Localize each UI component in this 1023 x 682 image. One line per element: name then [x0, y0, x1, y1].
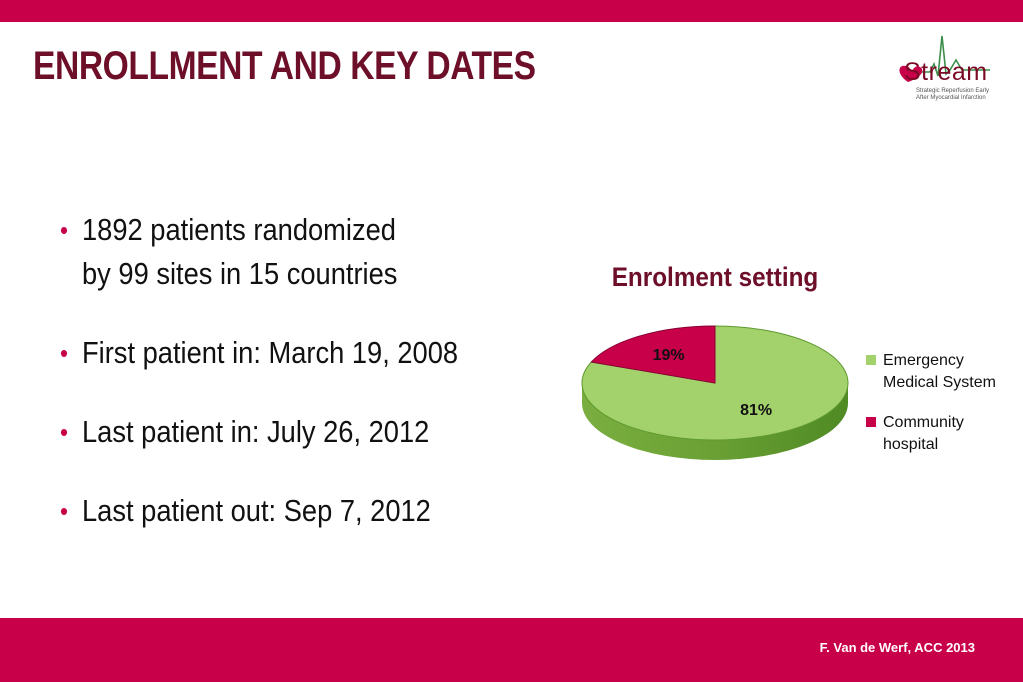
legend-item: Community hospital — [866, 412, 996, 456]
bullet-icon: • — [60, 215, 69, 245]
pie-data-label: 81% — [740, 402, 772, 419]
pie-chart: 81% 19% — [581, 325, 849, 460]
chart-legend: Emergency Medical System Community hospit… — [866, 350, 996, 474]
bullet-item: • 1892 patients randomized by 99 sites i… — [60, 208, 458, 296]
pie-data-label: 19% — [653, 347, 685, 364]
bullet-item: • First patient in: March 19, 2008 — [60, 331, 458, 375]
bullet-icon: • — [60, 496, 69, 526]
pie-side-wall — [582, 383, 848, 460]
bottom-accent-bar — [0, 618, 1023, 682]
bullet-text: First patient in: March 19, 2008 — [82, 335, 459, 370]
footer-credit: F. Van de Werf, ACC 2013 — [819, 640, 975, 655]
top-accent-bar — [0, 0, 1023, 22]
legend-item: Emergency Medical System — [866, 350, 996, 394]
chart-title: Enrolment setting — [611, 262, 819, 292]
legend-label: Community hospital — [883, 414, 964, 453]
legend-swatch — [866, 417, 876, 427]
bullet-item: • Last patient in: July 26, 2012 — [60, 410, 458, 454]
legend-swatch — [866, 355, 876, 365]
bullet-text: 1892 patients randomized — [82, 212, 396, 247]
bullet-item: • Last patient out: Sep 7, 2012 — [60, 489, 458, 533]
page-title: ENROLLMENT AND KEY DATES — [33, 44, 536, 88]
bullet-list: • 1892 patients randomized by 99 sites i… — [60, 208, 512, 568]
pie-slice — [590, 325, 716, 384]
bullet-icon: • — [60, 417, 69, 447]
stream-logo: Stream Strategic Reperfusion Early After… — [890, 30, 1002, 106]
logo-tagline: Strategic Reperfusion Early After Myocar… — [916, 88, 989, 102]
bullet-text: by 99 sites in 15 countries — [82, 256, 398, 291]
bullet-icon: • — [60, 338, 69, 368]
logo-tagline-line-1: Strategic Reperfusion Early — [916, 88, 990, 94]
legend-label: Emergency Medical System — [883, 352, 996, 391]
logo-graphic-icon — [899, 35, 990, 82]
logo-tagline-line-2: After Myocardial Infarction — [916, 95, 986, 101]
bullet-text: Last patient in: July 26, 2012 — [82, 414, 430, 449]
logo-wordmark: Stream — [904, 58, 988, 86]
bullet-text: Last patient out: Sep 7, 2012 — [82, 493, 431, 528]
